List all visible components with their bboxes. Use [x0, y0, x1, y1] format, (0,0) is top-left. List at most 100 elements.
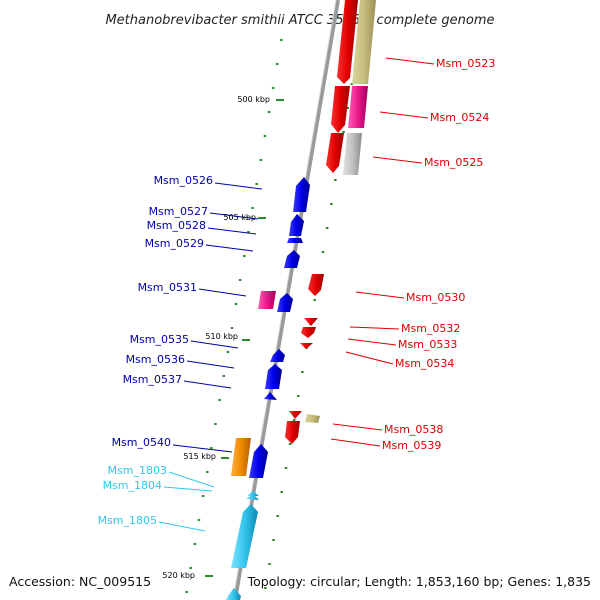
gene-feature-msm-1804[interactable] [246, 494, 259, 500]
accession-text: Accession: NC_009515 [9, 574, 151, 589]
scale-dot [255, 183, 258, 185]
scale-dot [226, 351, 230, 353]
scale-dot [346, 107, 349, 109]
gene-feature-msm-0537[interactable] [264, 392, 277, 400]
gene-label-msm-0530[interactable]: Msm_0530 [406, 291, 465, 304]
gene-labels: Msm_0523 Msm_0524 Msm_0525 Msm_0530 Msm_… [98, 57, 495, 532]
gene-label-msm-0537[interactable]: Msm_0537 [123, 373, 182, 386]
gene-feature-orange-0540[interactable] [231, 438, 251, 476]
scale-dot [193, 543, 197, 545]
scale-dot [321, 251, 325, 253]
map-title: Methanobrevibacter smithii ATCC 35061, c… [105, 13, 494, 28]
scale-dot [330, 203, 333, 205]
gene-feature-msm-0533[interactable] [301, 327, 316, 338]
gene-feature-msm-0527[interactable] [289, 214, 304, 236]
gene-feature-blue-0531[interactable] [277, 293, 293, 312]
scale-dot [284, 467, 288, 469]
gene-label-msm-0531[interactable]: Msm_0531 [138, 281, 197, 294]
reverse-strand-features [285, 0, 376, 444]
scale-label-520: 520 kbp [162, 571, 195, 580]
scale-dot [218, 399, 221, 401]
gene-feature-msm-0538[interactable] [289, 411, 302, 419]
gene-label-msm-1803[interactable]: Msm_1803 [108, 464, 167, 477]
scale-ticks: 500 kbp 505 kbp 510 kbp 515 kbp 520 kbp [162, 95, 284, 580]
scale-dot [251, 207, 254, 209]
gene-feature-msm-0528[interactable] [287, 238, 303, 243]
gene-label-msm-1805[interactable]: Msm_1805 [98, 514, 157, 527]
scale-label-510: 510 kbp [205, 332, 238, 341]
gene-label-msm-0535[interactable]: Msm_0535 [130, 333, 189, 346]
scale-dot [189, 567, 192, 569]
scale-dot [268, 563, 271, 565]
gene-feature-msm-0536[interactable] [265, 364, 282, 389]
gene-label-msm-0527[interactable]: Msm_0527 [149, 205, 208, 218]
scale-dot [276, 63, 279, 65]
topology-text: Topology: circular; Length: 1,853,160 bp… [247, 574, 591, 589]
gene-label-msm-0532[interactable]: Msm_0532 [401, 322, 460, 335]
scale-label-515: 515 kbp [183, 452, 216, 461]
gene-label-msm-0524[interactable]: Msm_0524 [430, 111, 489, 124]
scale-dot [247, 231, 250, 233]
gene-feature-msm-0532[interactable] [304, 318, 318, 326]
gene-feature-msm-0531[interactable] [258, 291, 276, 309]
scale-dot [350, 83, 354, 85]
scale-label-505: 505 kbp [223, 213, 256, 222]
gene-label-msm-0528[interactable]: Msm_0528 [147, 219, 206, 232]
scale-dot [313, 299, 316, 301]
scale-dot [292, 419, 296, 421]
gene-feature-msm-0524[interactable] [331, 86, 350, 133]
scale-dot [334, 179, 337, 181]
scale-dot [234, 303, 238, 305]
scale-dot [272, 539, 275, 541]
scale-label-500: 500 kbp [237, 95, 270, 104]
scale-dot [197, 519, 201, 521]
gene-feature-khaki-1[interactable] [352, 0, 376, 84]
gene-label-msm-0525[interactable]: Msm_0525 [424, 156, 483, 169]
gene-feature-msm-0530[interactable] [308, 274, 324, 296]
gene-feature-pink-1[interactable] [348, 86, 368, 128]
scale-dot [276, 515, 279, 517]
scale-dot [185, 591, 188, 593]
gene-label-msm-1804[interactable]: Msm_1804 [103, 479, 162, 492]
gene-feature-msm-0523[interactable] [337, 0, 358, 84]
scale-dot [230, 327, 234, 329]
scale-dot [280, 491, 283, 493]
scale-dot [297, 395, 300, 397]
gene-label-msm-0529[interactable]: Msm_0529 [145, 237, 204, 250]
gene-label-msm-0539[interactable]: Msm_0539 [382, 439, 441, 452]
scale-dot [325, 227, 329, 229]
scale-dot [301, 371, 304, 373]
gene-feature-msm-0525[interactable] [326, 133, 344, 173]
gene-feature-msm-0539[interactable] [285, 421, 300, 444]
gene-label-msm-0533[interactable]: Msm_0533 [398, 338, 457, 351]
gene-label-msm-0538[interactable]: Msm_0538 [384, 423, 443, 436]
gene-feature-msm-0526[interactable] [293, 177, 310, 212]
scale-dot [214, 423, 217, 425]
gene-label-msm-0540[interactable]: Msm_0540 [112, 436, 171, 449]
scale-dot [271, 87, 275, 89]
gene-feature-cyan-next[interactable] [226, 588, 241, 600]
scale-dot [243, 255, 246, 257]
scale-dot [201, 495, 205, 497]
gene-feature-msm-1805[interactable] [231, 504, 258, 568]
scale-dot [342, 131, 345, 133]
gene-feature-msm-0535[interactable] [270, 349, 285, 362]
gene-label-msm-0526[interactable]: Msm_0526 [154, 174, 213, 187]
gene-label-msm-0523[interactable]: Msm_0523 [436, 57, 495, 70]
gene-feature-msm-1803[interactable] [247, 491, 259, 496]
gene-label-msm-0536[interactable]: Msm_0536 [126, 353, 185, 366]
scale-dot [210, 447, 213, 449]
gene-label-msm-0534[interactable]: Msm_0534 [395, 357, 454, 370]
scale-dot [222, 375, 225, 377]
scale-dot [288, 443, 292, 445]
scale-dot [267, 111, 271, 113]
gene-feature-msm-0529[interactable] [284, 250, 300, 268]
scale-dot [264, 587, 267, 589]
gene-feature-msm-0540[interactable] [249, 444, 268, 478]
scale-dot [259, 159, 262, 161]
gene-feature-gray-1[interactable] [343, 133, 362, 175]
gene-feature-msm-0534[interactable] [300, 343, 313, 349]
gene-feature-khaki-2[interactable] [305, 414, 320, 423]
